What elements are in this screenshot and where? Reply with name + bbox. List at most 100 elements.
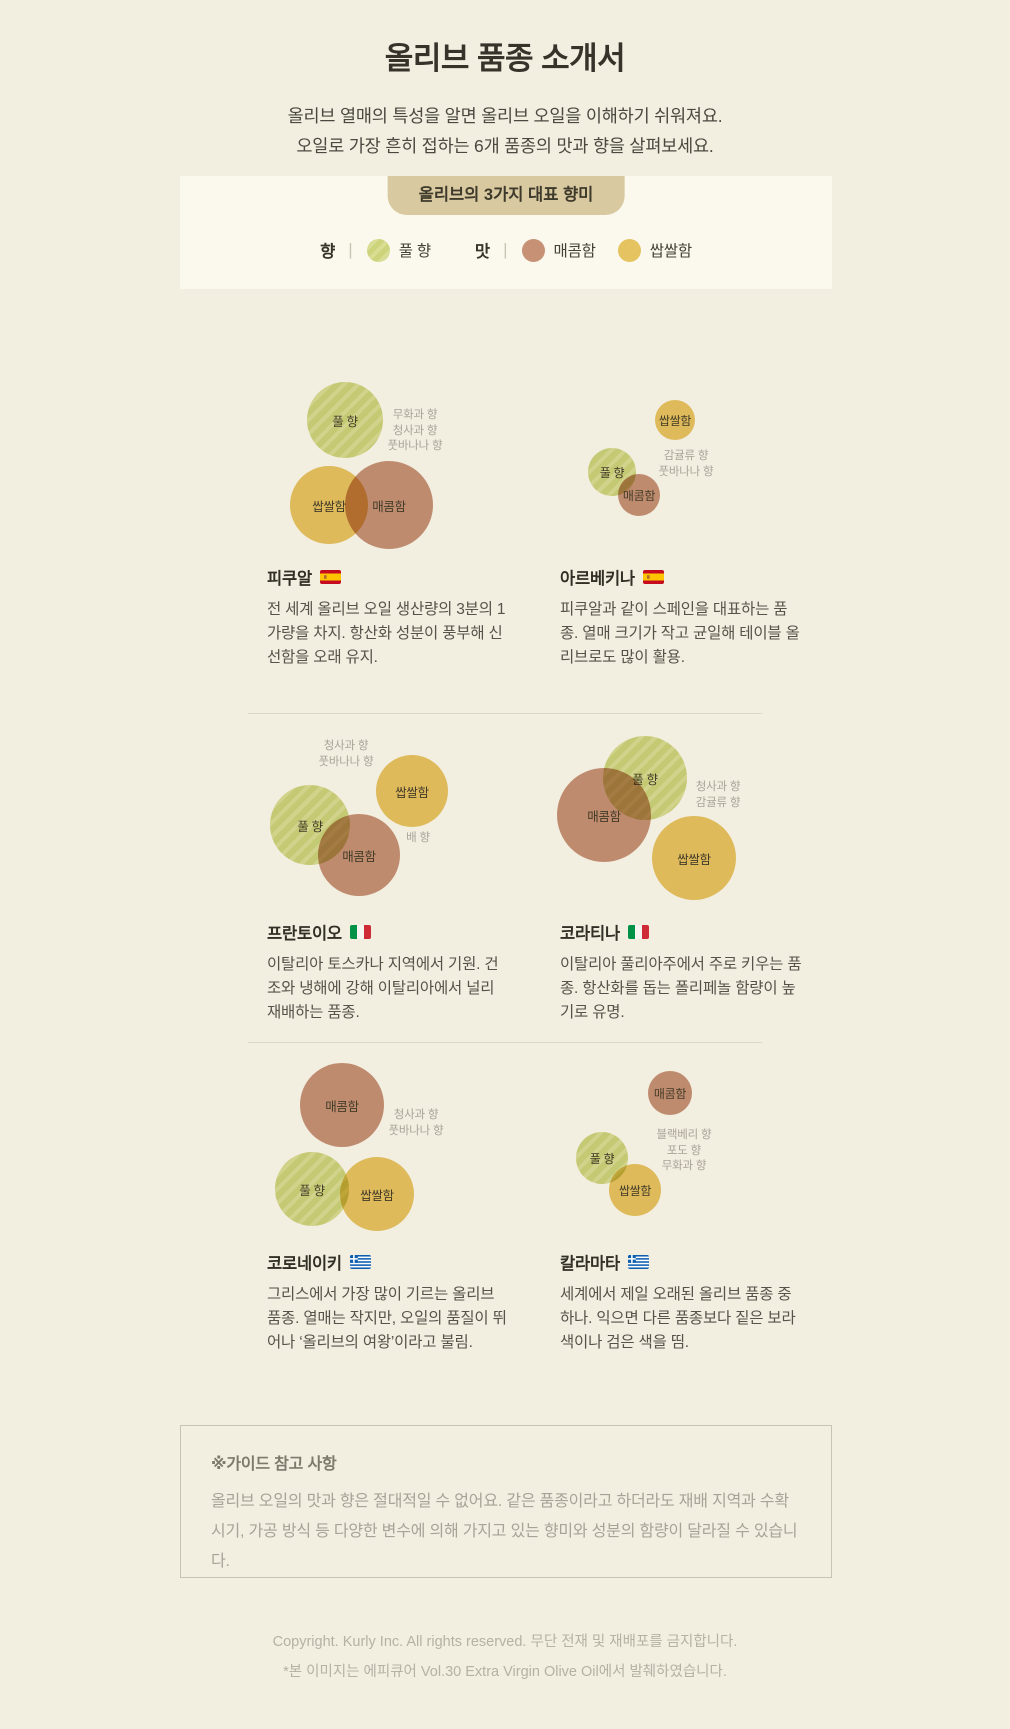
bubble-label: 쌉쌀함 bbox=[360, 1188, 394, 1203]
bubble-label: 풀 향 bbox=[332, 414, 358, 429]
flavor-legend-row: 향 | 풀 향 맛 | 매콤함 쌉쌀함 bbox=[180, 215, 832, 285]
bubble-label: 쌉쌀함 bbox=[677, 852, 711, 867]
variety-name-row: 피쿠알 bbox=[267, 565, 530, 589]
bubble-label: 매콤함 bbox=[325, 1099, 359, 1114]
flag-spain-icon bbox=[319, 570, 341, 584]
bubble-label: 매콤함 bbox=[653, 1086, 687, 1101]
legend-item-label: 풀 향 bbox=[398, 243, 431, 260]
flag-greece-icon bbox=[349, 1255, 371, 1269]
aroma-note-line: 무화과 향 bbox=[661, 1160, 707, 1172]
flag-greece-icon bbox=[627, 1255, 649, 1269]
spicy-flavor-bubble: 매콤함 bbox=[300, 1063, 384, 1147]
bitter-flavor-bubble: 쌉쌀함 bbox=[652, 816, 736, 900]
aroma-note-line: 풋바나나 향 bbox=[388, 1124, 444, 1137]
copyright-text: Copyright. Kurly Inc. All rights reserve… bbox=[272, 1634, 738, 1650]
spicy-flavor-bubble: 매콤함 bbox=[318, 814, 400, 896]
guide-note-body: 올리브 오일의 맛과 향은 절대적일 수 없어요. 같은 품종이라고 하더라도 … bbox=[211, 1493, 798, 1570]
page-subtitle-line1: 올리브 열매의 특성을 알면 올리브 오일을 이해하기 쉬워져요. bbox=[287, 106, 723, 126]
aroma-notes: 배 향 bbox=[406, 831, 430, 847]
legend-group-label: 향 bbox=[320, 243, 336, 261]
legend-separator: | bbox=[348, 240, 353, 259]
row-divider bbox=[248, 713, 762, 714]
flag-italy-icon bbox=[627, 925, 649, 939]
flavor-legend-panel: 올리브의 3가지 대표 향미 향 | 풀 향 맛 | 매콤함 쌉쌀함 bbox=[180, 176, 832, 289]
source-text: *본 이미지는 에피큐어 Vol.30 Extra Virgin Olive O… bbox=[283, 1664, 727, 1680]
aroma-notes: 무화과 향 청사과 향 풋바나나 향 bbox=[388, 408, 443, 455]
variety-name-row: 코라티나 bbox=[560, 920, 822, 944]
flavor-bubble-chart-kalamata: 매콤함 풀 향 쌉쌀함 블랙베리 향 포도 향 무화과 향 bbox=[540, 1047, 822, 1250]
variety-name: 칼라마타 bbox=[560, 1255, 620, 1273]
spicy-flavor-bubble: 매콤함 bbox=[648, 1071, 692, 1115]
aroma-note-line: 포도 향 bbox=[666, 1144, 702, 1157]
variety-card-kalamata: 매콤함 풀 향 쌉쌀함 블랙베리 향 포도 향 무화과 향 칼라마타 세계에서 제일 오래된 … bbox=[540, 1047, 822, 1355]
bitter-flavor-bubble: 쌉쌀함 bbox=[655, 400, 695, 440]
bubble-label: 풀 향 bbox=[599, 465, 625, 480]
variety-description: 이탈리아 풀리아주에서 주로 키우는 품종. 항산화를 돕는 폴리페놀 함량이 … bbox=[560, 956, 802, 1021]
legend-heading: 올리브의 3가지 대표 향미 bbox=[387, 176, 625, 215]
bitter-flavor-bubble: 쌉쌀함 bbox=[340, 1157, 414, 1231]
aroma-note-line: 풋바나나 향 bbox=[387, 440, 443, 452]
page-title: 올리브 품종 소개서 bbox=[384, 41, 626, 76]
bubble-label: 쌉쌀함 bbox=[658, 413, 692, 428]
page-header: 올리브 품종 소개서 올리브 열매의 특성을 알면 올리브 오일을 이해하기 쉬… bbox=[0, 0, 1010, 161]
bubble-label: 풀 향 bbox=[589, 1151, 615, 1166]
variety-name-row: 칼라마타 bbox=[560, 1250, 822, 1274]
variety-name-row: 코로네이키 bbox=[267, 1250, 530, 1274]
variety-name: 코로네이키 bbox=[267, 1255, 342, 1273]
aroma-note-line: 청사과 향 bbox=[695, 781, 741, 793]
aroma-note-line: 배 향 bbox=[406, 832, 430, 844]
spicy-flavor-bubble: 매콤함 bbox=[557, 768, 651, 862]
bubble-label: 매콤함 bbox=[587, 809, 621, 824]
row-divider bbox=[248, 1042, 762, 1043]
flavor-bubble-chart-arbequina: 쌉쌀함 풀 향 매콤함 감귤류 향 풋바나나 향 bbox=[540, 352, 822, 565]
legend-swatch-grass-icon bbox=[366, 238, 390, 262]
aroma-note-line: 블랙베리 향 bbox=[656, 1129, 712, 1141]
legend-group-label: 맛 bbox=[474, 243, 491, 261]
variety-description: 세계에서 제일 오래된 올리브 품종 중 하나. 익으면 다른 품종보다 짙은 … bbox=[560, 1286, 796, 1351]
variety-name-row: 아르베키나 bbox=[560, 565, 822, 589]
aroma-note-line: 청사과 향 bbox=[323, 740, 369, 752]
aroma-note-line: 감귤류 향 bbox=[663, 450, 709, 462]
page-subtitle-line2: 오일로 가장 흔히 접하는 6개 품종의 맛과 향을 살펴보세요. bbox=[296, 136, 714, 156]
aroma-note-line: 청사과 향 bbox=[393, 1109, 439, 1121]
aroma-note-line: 풋바나나 향 bbox=[318, 755, 374, 768]
bubble-label: 풀 향 bbox=[299, 1183, 325, 1198]
bubble-label: 매콤함 bbox=[622, 488, 656, 503]
guide-note-title: ※가이드 참고 사항 bbox=[211, 1456, 337, 1473]
variety-name: 아르베키나 bbox=[560, 570, 635, 588]
flag-spain-icon bbox=[642, 570, 664, 584]
flag-italy-icon bbox=[349, 925, 371, 939]
bubble-label: 풀 향 bbox=[297, 819, 323, 834]
grass-flavor-bubble: 풀 향 bbox=[275, 1152, 349, 1226]
legend-swatch-bitter-icon bbox=[617, 238, 641, 262]
spicy-flavor-bubble: 매콤함 bbox=[345, 461, 433, 549]
variety-name: 피쿠알 bbox=[267, 570, 312, 588]
variety-description: 피쿠알과 같이 스페인을 대표하는 품종. 열매 크기가 작고 균일해 테이블 … bbox=[560, 601, 800, 666]
variety-description: 전 세계 올리브 오일 생산량의 3분의 1가량을 차지. 항산화 성분이 풍부… bbox=[267, 601, 506, 666]
variety-description: 그리스에서 가장 많이 기르는 올리브 품종. 열매는 작지만, 오일의 품질이… bbox=[267, 1286, 507, 1351]
bubble-label: 쌉쌀함 bbox=[312, 499, 346, 514]
aroma-note-line: 무화과 향 bbox=[392, 409, 438, 421]
variety-card-coratina: 풀 향 매콤함 쌉쌀함 청사과 향 감귤류 향 코라티나 이탈리아 풀리아주에서 주로 키우… bbox=[540, 718, 822, 1025]
variety-description: 이탈리아 토스카나 지역에서 기원. 건조와 냉해에 강해 이탈리아에서 널리 … bbox=[267, 956, 499, 1021]
aroma-note-line: 풋바나나 향 bbox=[658, 465, 714, 478]
aroma-note-line: 감귤류 향 bbox=[695, 796, 741, 809]
bubble-label: 매콤함 bbox=[372, 499, 406, 514]
page-footer: Copyright. Kurly Inc. All rights reserve… bbox=[0, 1627, 1010, 1687]
guide-note-box: ※가이드 참고 사항 올리브 오일의 맛과 향은 절대적일 수 없어요. 같은 … bbox=[180, 1425, 832, 1578]
bitter-flavor-bubble: 쌉쌀함 bbox=[376, 755, 448, 827]
variety-name-row: 프란토이오 bbox=[267, 920, 530, 944]
